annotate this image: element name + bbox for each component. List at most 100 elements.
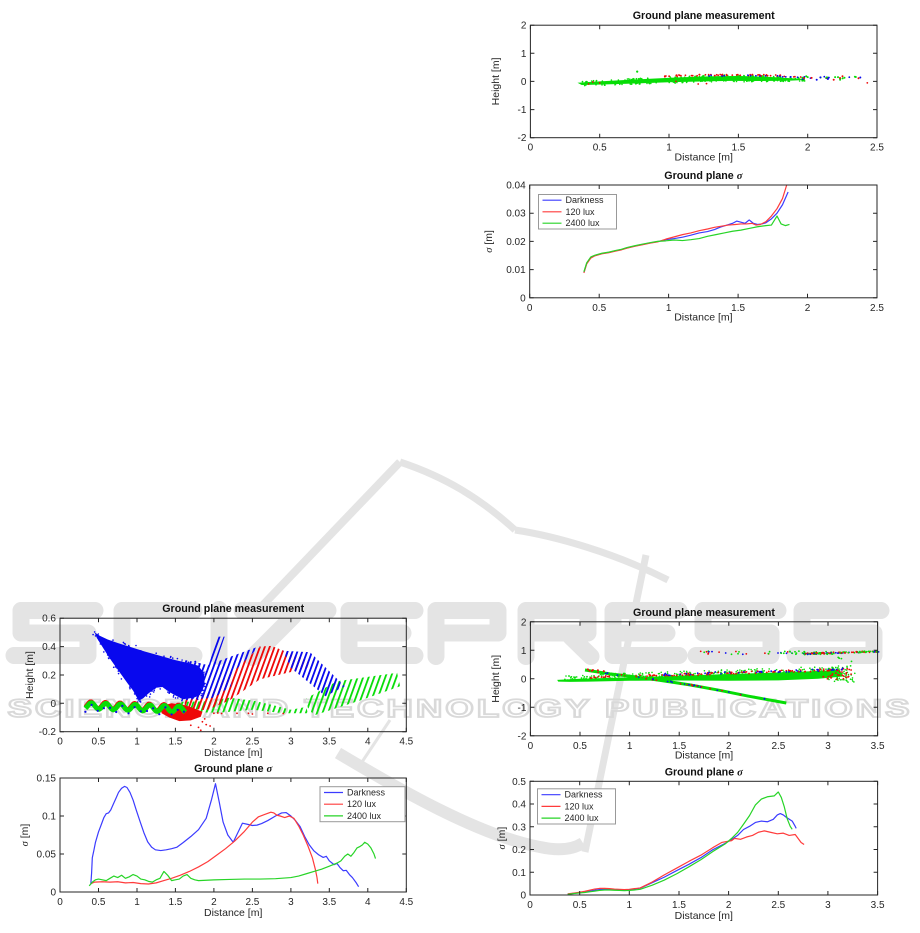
svg-text:1: 1 — [666, 143, 672, 154]
svg-text:σ [m]: σ [m] — [496, 827, 508, 850]
svg-text:1: 1 — [666, 303, 672, 314]
svg-text:120 lux: 120 lux — [565, 801, 595, 811]
svg-text:2: 2 — [726, 741, 732, 752]
svg-text:Ground plane σ: Ground plane σ — [194, 763, 273, 775]
svg-text:2: 2 — [211, 737, 217, 748]
svg-text:4: 4 — [365, 897, 371, 908]
svg-text:Ground plane σ: Ground plane σ — [664, 170, 743, 182]
svg-text:0.6: 0.6 — [42, 614, 56, 625]
svg-text:0: 0 — [520, 891, 526, 902]
svg-text:3.5: 3.5 — [871, 900, 885, 911]
svg-text:1: 1 — [627, 900, 633, 911]
svg-text:0.2: 0.2 — [512, 845, 526, 856]
svg-text:0.04: 0.04 — [506, 181, 526, 192]
svg-text:3: 3 — [825, 900, 831, 911]
svg-text:1: 1 — [521, 646, 527, 657]
svg-text:3.5: 3.5 — [871, 741, 885, 752]
svg-text:σ [m]: σ [m] — [19, 824, 31, 847]
svg-text:0: 0 — [527, 900, 533, 911]
svg-text:Ground plane measurement: Ground plane measurement — [633, 607, 775, 619]
svg-text:Distance [m]: Distance [m] — [675, 910, 733, 922]
svg-text:0.5: 0.5 — [92, 737, 106, 748]
svg-text:2400 lux: 2400 lux — [566, 218, 601, 228]
svg-text:2400 lux: 2400 lux — [565, 813, 600, 823]
svg-text:-2: -2 — [517, 731, 526, 742]
svg-text:3: 3 — [825, 741, 831, 752]
svg-text:2.5: 2.5 — [771, 900, 785, 911]
svg-text:4: 4 — [365, 737, 371, 748]
svg-text:120 lux: 120 lux — [566, 207, 596, 217]
svg-text:2: 2 — [805, 303, 811, 314]
svg-text:Ground plane measurement: Ground plane measurement — [162, 603, 304, 615]
svg-text:0.5: 0.5 — [593, 143, 607, 154]
svg-text:0: 0 — [528, 143, 534, 154]
svg-text:0.1: 0.1 — [42, 812, 56, 823]
svg-text:2: 2 — [211, 897, 217, 908]
svg-text:1: 1 — [521, 49, 527, 60]
svg-text:0: 0 — [57, 897, 63, 908]
svg-text:Darkness: Darkness — [347, 788, 386, 798]
svg-text:0: 0 — [57, 737, 63, 748]
svg-text:0.01: 0.01 — [506, 265, 526, 276]
svg-text:0.3: 0.3 — [512, 822, 526, 833]
svg-text:3.5: 3.5 — [322, 737, 336, 748]
svg-text:3: 3 — [288, 737, 294, 748]
svg-text:Distance [m]: Distance [m] — [674, 312, 732, 324]
svg-text:0.05: 0.05 — [37, 850, 57, 861]
svg-text:Distance [m]: Distance [m] — [675, 750, 733, 762]
svg-text:2.5: 2.5 — [870, 303, 884, 314]
svg-text:1.5: 1.5 — [731, 143, 745, 154]
svg-text:-1: -1 — [517, 703, 526, 714]
svg-text:0: 0 — [520, 293, 526, 304]
svg-text:0.15: 0.15 — [37, 774, 57, 785]
svg-text:Height [m]: Height [m] — [24, 651, 36, 699]
svg-text:1.5: 1.5 — [672, 741, 686, 752]
svg-text:120 lux: 120 lux — [347, 799, 377, 809]
svg-text:0.5: 0.5 — [573, 741, 587, 752]
svg-text:Distance [m]: Distance [m] — [204, 907, 262, 919]
svg-text:0.5: 0.5 — [592, 303, 606, 314]
svg-text:2: 2 — [805, 143, 811, 154]
svg-text:2.5: 2.5 — [245, 897, 259, 908]
svg-text:2.5: 2.5 — [771, 741, 785, 752]
svg-text:0.4: 0.4 — [42, 642, 56, 653]
svg-text:Height [m]: Height [m] — [490, 57, 502, 105]
svg-text:1.5: 1.5 — [168, 897, 182, 908]
svg-text:0: 0 — [521, 77, 527, 88]
svg-text:0.03: 0.03 — [506, 209, 526, 220]
svg-text:0.4: 0.4 — [512, 800, 526, 811]
svg-text:Darkness: Darkness — [565, 790, 604, 800]
svg-text:0.02: 0.02 — [506, 237, 526, 248]
svg-text:3: 3 — [288, 897, 294, 908]
svg-text:1: 1 — [134, 897, 140, 908]
svg-text:1: 1 — [627, 741, 633, 752]
svg-text:4.5: 4.5 — [399, 737, 413, 748]
svg-text:3.5: 3.5 — [322, 897, 336, 908]
svg-text:0: 0 — [527, 303, 533, 314]
svg-text:Ground plane measurement: Ground plane measurement — [633, 10, 775, 22]
svg-text:Darkness: Darkness — [566, 195, 605, 205]
svg-text:2.5: 2.5 — [245, 737, 259, 748]
svg-text:-1: -1 — [517, 105, 526, 116]
svg-text:0: 0 — [50, 699, 56, 710]
svg-text:Distance [m]: Distance [m] — [675, 152, 733, 164]
svg-text:0: 0 — [521, 674, 527, 685]
svg-text:1.5: 1.5 — [672, 900, 686, 911]
svg-text:-0.2: -0.2 — [39, 727, 57, 738]
svg-text:-2: -2 — [517, 133, 526, 144]
svg-text:σ [m]: σ [m] — [483, 230, 495, 253]
svg-text:2: 2 — [726, 900, 732, 911]
svg-text:0.5: 0.5 — [92, 897, 106, 908]
svg-text:2.5: 2.5 — [870, 143, 884, 154]
svg-text:0: 0 — [528, 741, 534, 752]
svg-text:Height [m]: Height [m] — [490, 655, 502, 703]
svg-text:0.1: 0.1 — [512, 868, 526, 879]
svg-text:0.5: 0.5 — [512, 777, 526, 788]
svg-text:1: 1 — [134, 737, 140, 748]
svg-text:Distance [m]: Distance [m] — [204, 747, 262, 759]
svg-text:2: 2 — [521, 21, 527, 32]
svg-text:0.5: 0.5 — [573, 900, 587, 911]
svg-text:0.2: 0.2 — [42, 671, 56, 682]
svg-text:0: 0 — [50, 888, 56, 899]
svg-text:Ground plane σ: Ground plane σ — [665, 766, 744, 778]
